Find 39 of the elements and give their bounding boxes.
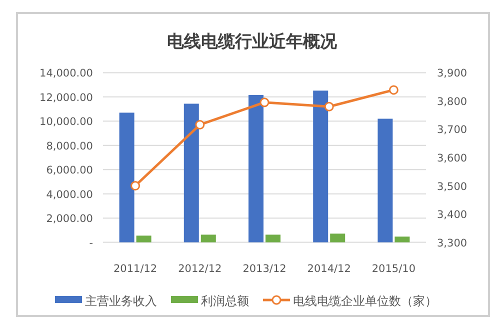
- bar: [378, 118, 393, 242]
- bar: [266, 234, 280, 242]
- point: [388, 85, 398, 95]
- y-tick-label: 12,000.00: [40, 92, 93, 104]
- y-tick-label: 10,000.00: [40, 116, 93, 128]
- bar: [184, 104, 199, 242]
- y2-tick-label: 3,800: [437, 96, 468, 108]
- x-tick-label: 2012/12: [178, 263, 222, 275]
- x-tick-label: 2015/10: [372, 263, 416, 275]
- y-tick-label: 14,000.00: [40, 68, 93, 80]
- bar: [330, 234, 346, 242]
- x-tick-label: 2011/12: [113, 263, 158, 275]
- y-tick-label: -: [89, 237, 94, 250]
- bar: [394, 236, 410, 242]
- point: [260, 98, 270, 108]
- bar: [248, 94, 264, 242]
- y-tick-label: 4,000.00: [46, 188, 93, 201]
- bar: [313, 90, 328, 242]
- y2-tick-label: 3,400: [437, 209, 468, 222]
- bar: [119, 112, 134, 242]
- y2-tick-label: 3,700: [437, 124, 468, 136]
- point: [195, 120, 205, 130]
- chart-title: 电线电缆行业近年概况: [167, 32, 338, 52]
- y2-tick-label: 3,600: [437, 152, 468, 164]
- y2-tick-label: 3,500: [437, 180, 468, 193]
- y2-tick-label: 3,900: [437, 68, 468, 80]
- legend-label: 主营业务收入: [85, 294, 157, 308]
- bar: [136, 236, 152, 242]
- x-tick-label: 2013/12: [242, 263, 286, 275]
- x-tick-label: 2014/12: [307, 263, 351, 275]
- point: [130, 181, 140, 191]
- legend-label: 电线电缆企业单位数（家）: [293, 294, 437, 308]
- point: [324, 102, 334, 112]
- y-tick-label: 2,000.00: [46, 213, 93, 226]
- y-tick-label: 8,000.00: [46, 140, 93, 152]
- legend-label: 利润总额: [201, 294, 249, 308]
- bar: [200, 234, 216, 242]
- y2-tick-label: 3,300: [437, 237, 468, 250]
- y-tick-label: 6,000.00: [46, 164, 93, 177]
